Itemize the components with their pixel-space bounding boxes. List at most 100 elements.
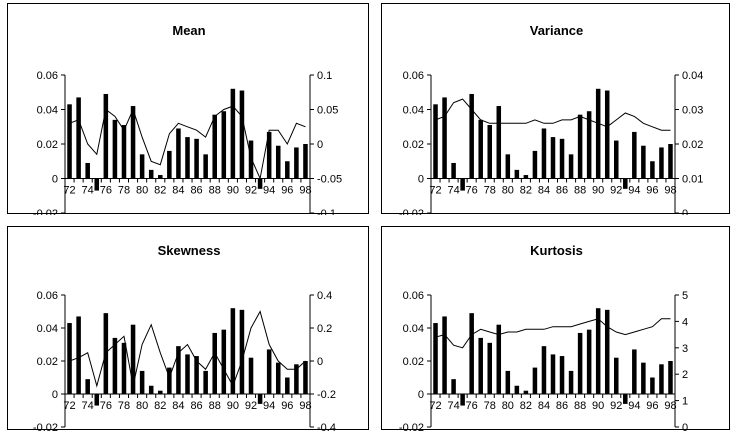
variance-bar-91 [604,90,610,179]
kurtosis-bar-76 [469,313,474,394]
kurtosis-x-tick-label: 86 [556,400,568,412]
variance-x-tick-label: 94 [628,185,640,197]
skewness-bar-93 [257,394,263,404]
kurtosis-right-tick-label: 0 [682,422,688,431]
variance-left-tick-label: 0.04 [403,105,424,117]
kurtosis-x-tick-label: 90 [592,400,604,412]
skewness-x-tick-label: 82 [154,400,166,412]
kurtosis-x-tick-label: 98 [664,400,676,412]
skewness-bar-73 [76,316,81,394]
skewness-bar-95 [275,362,281,394]
skewness-x-tick-label: 80 [136,400,148,412]
variance-bar-74 [451,162,456,179]
chart-svg-mean: Mean -0.02 0 0.02 0.04 0.06 -0.1 -0.05 0 0.05 0.1 7… [33,23,342,215]
mean-bar-74 [85,162,90,179]
kurtosis-bar-77 [478,337,483,394]
mean-bar-85 [185,137,190,179]
mean-x-tick-label: 86 [190,185,202,197]
skewness-right-tick-label: -0.4 [317,422,336,431]
chart-svg-variance: Variance -0.02 0 0.02 0.04 0.06 0 0.01 0.02 0.03 0… [399,23,704,215]
kurtosis-x-tick-label: 94 [628,400,640,412]
mean-x-tick-label: 74 [82,185,94,197]
kurtosis-bar-98 [668,361,673,394]
skewness-bar-72 [67,323,72,394]
kurtosis-right-tick-label: 2 [682,369,688,381]
skewness-x-tick-label: 78 [118,400,130,412]
kurtosis-bar-89 [586,329,592,394]
skewness-bar-84 [176,346,181,394]
variance-bar-84 [541,128,547,179]
mean-bar-81 [148,169,154,179]
kurtosis-x-tick-label: 78 [484,400,496,412]
kurtosis-bar-97 [659,364,664,394]
variance-right-tick-label: 0 [682,208,688,215]
skewness-bar-94 [266,349,272,394]
kurtosis-bar-74 [451,379,456,394]
variance-bar-96 [650,161,655,179]
kurtosis-x-tick-label: 74 [447,400,459,412]
mean-bar-79 [130,106,136,179]
kurtosis-right-tick-label: 3 [682,343,688,355]
skewness-right-tick-label: 0.2 [317,323,332,335]
kurtosis-bar-90 [595,308,601,394]
skewness-bar-79 [130,324,136,394]
kurtosis-right-tick-label: 4 [682,316,688,328]
skewness-right-tick-label: -0.2 [317,389,336,401]
skewness-bar-74 [85,379,90,394]
variance-bar-82 [523,175,529,179]
mean-bar-87 [203,154,208,179]
mean-bar-98 [303,144,308,179]
mean-x-tick-label: 84 [172,185,184,197]
variance-bar-94 [632,131,637,179]
variance-bar-80 [505,154,511,179]
skewness-bar-92 [248,357,254,394]
chart-panel-variance: Variance -0.02 0 0.02 0.04 0.06 0 0.01 0.02 0.03 0… [381,3,730,215]
mean-x-tick-label: 76 [100,185,112,197]
kurtosis-bar-72 [433,323,438,394]
skewness-x-tick-label: 76 [100,400,112,412]
mean-title: Mean [172,23,205,38]
variance-x-tick-label: 88 [574,185,586,197]
variance-right-tick-label: 0.02 [682,139,703,151]
kurtosis-bar-96 [650,377,655,394]
mean-x-tick-label: 88 [209,185,221,197]
skewness-x-tick-label: 94 [263,400,275,412]
skewness-x-tick-label: 72 [63,400,75,412]
skewness-left-tick-label: 0.06 [37,290,58,302]
mean-x-tick-label: 94 [263,185,275,197]
chart-svg-kurtosis: Kurtosis -0.02 0 0.02 0.04 0.06 0 1 2 3 4 5 72 74 76 78… [399,243,688,431]
mean-bar-84 [176,128,181,179]
kurtosis-x-tick-label: 82 [520,400,532,412]
skewness-x-tick-label: 86 [190,400,202,412]
variance-right-tick-label: 0.03 [682,105,703,117]
variance-bar-92 [614,140,619,179]
variance-x-tick-label: 98 [664,185,676,197]
variance-bar-81 [514,169,520,179]
kurtosis-bar-88 [577,332,583,394]
variance-x-tick-label: 92 [610,185,622,197]
mean-bar-86 [194,138,199,179]
skewness-x-tick-label: 84 [172,400,184,412]
variance-bar-75 [460,178,465,191]
variance-bar-83 [532,150,538,179]
mean-x-tick-label: 72 [63,185,75,197]
kurtosis-line-series [435,318,671,349]
variance-x-tick-label: 78 [484,185,496,197]
skewness-x-tick-label: 74 [82,400,94,412]
mean-right-tick-label: -0.05 [317,174,342,186]
mean-x-tick-label: 80 [136,185,148,197]
variance-bar-87 [568,154,574,179]
mean-left-tick-label: 0 [52,174,58,186]
mean-right-tick-label: 0.05 [317,105,338,117]
variance-bar-73 [442,97,447,179]
variance-x-tick-label: 72 [429,185,441,197]
kurtosis-bar-81 [514,385,520,394]
mean-bar-78 [121,125,127,179]
skewness-x-tick-label: 92 [245,400,257,412]
mean-x-tick-label: 90 [227,185,239,197]
variance-x-tick-label: 76 [466,185,478,197]
mean-left-tick-label: -0.02 [33,208,58,215]
skewness-bar-80 [139,370,145,394]
skewness-line-series [69,310,306,388]
variance-bar-89 [586,111,592,179]
